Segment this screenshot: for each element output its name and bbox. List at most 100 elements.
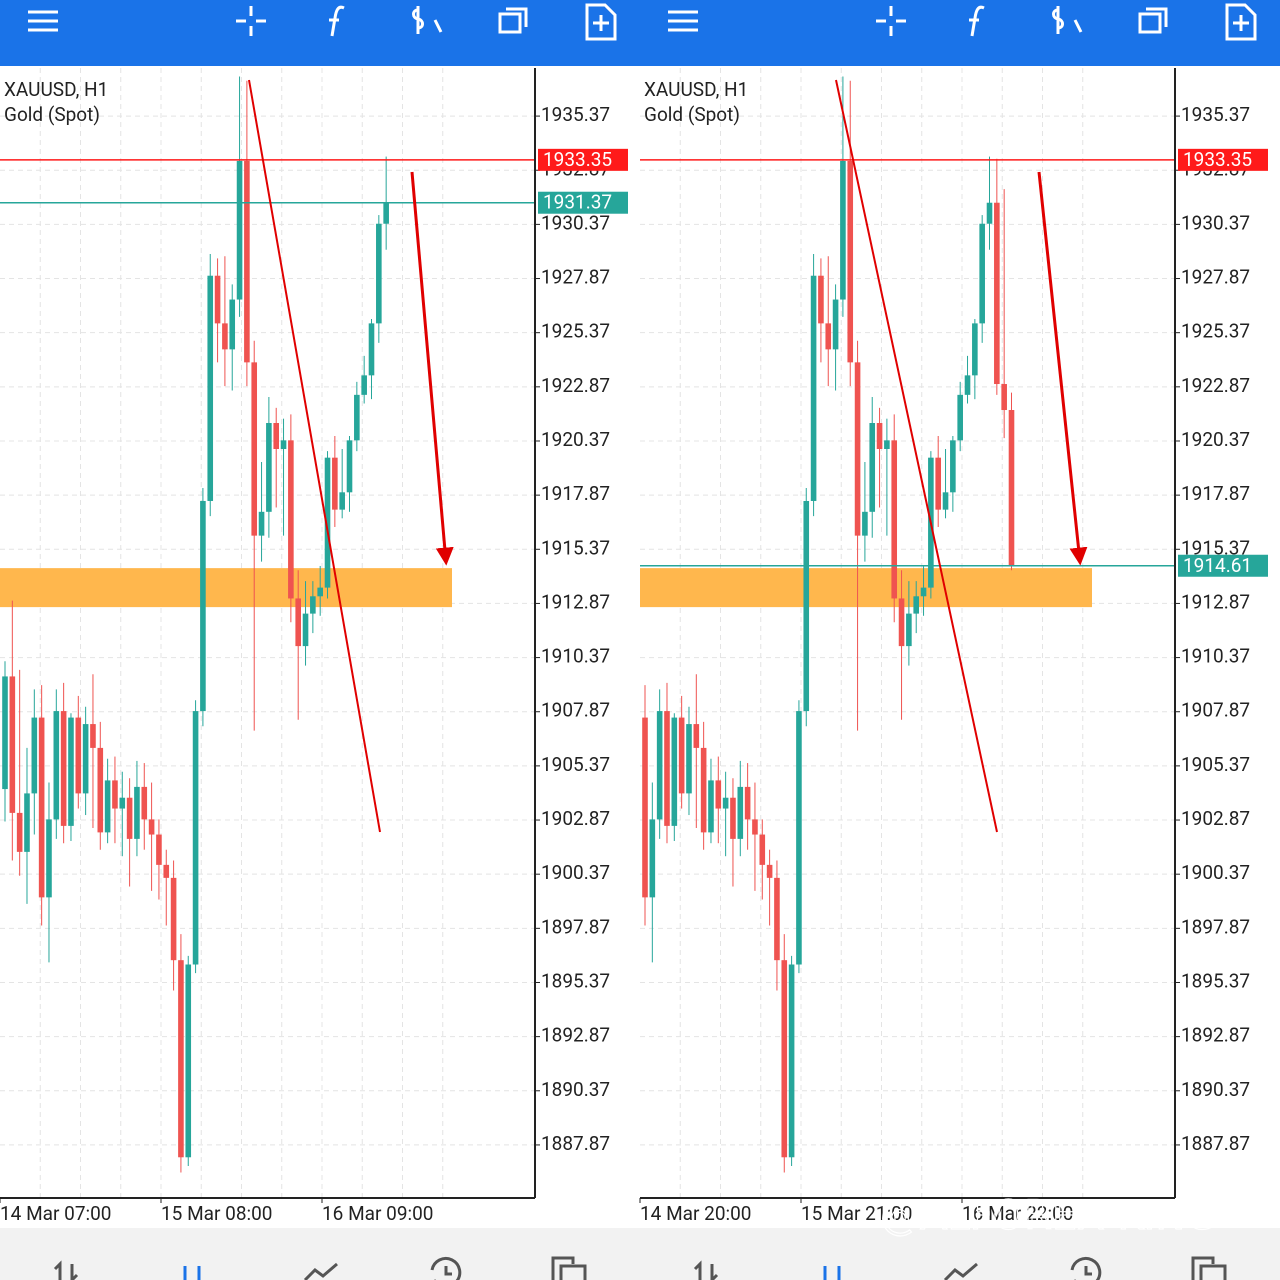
y-tick-label: 1917.87	[1181, 482, 1250, 505]
menu-button[interactable]	[28, 10, 58, 32]
candle-body	[854, 362, 861, 536]
price-tag	[538, 148, 628, 171]
candle-body	[141, 786, 148, 820]
messages-tab[interactable]	[551, 1256, 587, 1280]
crosshair-button[interactable]	[236, 6, 266, 36]
trade-button[interactable]	[412, 6, 443, 34]
y-tick-label: 1897.87	[541, 915, 610, 938]
zone[interactable]	[640, 568, 1092, 608]
history-tab[interactable]	[430, 1256, 462, 1280]
indicators-button[interactable]	[969, 5, 985, 37]
candle-body	[957, 394, 963, 441]
candle-body	[942, 492, 949, 510]
candle-body	[774, 877, 780, 961]
charts-tab[interactable]	[823, 1266, 841, 1280]
candle-body	[214, 275, 221, 324]
trade-button[interactable]	[1052, 6, 1083, 34]
y-tick-label: 1907.87	[1181, 699, 1250, 722]
y-tick-label: 1912.87	[1181, 590, 1250, 613]
y-tick-label: 1922.87	[1181, 374, 1250, 397]
candle-body	[295, 598, 301, 647]
candle-body	[803, 500, 810, 712]
candle-body	[964, 375, 971, 395]
windows-button[interactable]	[1138, 7, 1168, 34]
candle-body	[302, 613, 309, 647]
candle-body	[148, 819, 155, 835]
y-tick-label: 1905.37	[1181, 753, 1250, 776]
y-tick-label: 1890.37	[1181, 1078, 1250, 1101]
quotes-tab[interactable]	[53, 1260, 79, 1280]
candle-body	[730, 797, 736, 839]
menu-button[interactable]	[668, 10, 698, 32]
quotes-tab[interactable]	[693, 1260, 719, 1280]
candle-body	[972, 323, 978, 376]
candle-body	[332, 457, 338, 510]
history-tab[interactable]	[1070, 1256, 1102, 1280]
candle-body	[862, 511, 868, 536]
candle-body	[664, 711, 670, 826]
price-tag-label: 1933.35	[543, 148, 612, 171]
chart-subtitle: Gold (Spot)	[644, 103, 740, 126]
candle-body	[671, 717, 678, 826]
candle-body	[119, 797, 126, 809]
candle-body	[788, 964, 795, 1158]
candle-body	[376, 223, 382, 324]
candle-body	[60, 711, 67, 826]
new-order-button[interactable]	[1225, 3, 1257, 41]
y-tick-label: 1920.37	[541, 428, 610, 451]
y-tick-label: 1895.37	[541, 969, 610, 992]
y-tick-label: 1917.87	[541, 482, 610, 505]
candle-body	[752, 819, 758, 835]
y-tick-label: 1892.87	[1181, 1024, 1250, 1047]
candle-body	[9, 676, 16, 813]
candle-body	[686, 724, 692, 794]
candle-body	[383, 202, 389, 224]
candle-body	[722, 797, 729, 809]
candle-body	[1008, 410, 1015, 566]
candle-body	[840, 160, 846, 300]
price-tag-label: 1933.35	[1183, 148, 1252, 171]
toolbar-icons	[668, 3, 1257, 41]
candle-body	[876, 423, 883, 449]
y-tick-label: 1915.37	[541, 536, 610, 559]
price-tag	[538, 191, 628, 214]
chart-subtitle: Gold (Spot)	[4, 103, 100, 126]
windows-button[interactable]	[498, 7, 528, 34]
zone[interactable]	[0, 568, 452, 608]
candle-body	[737, 786, 744, 839]
price-tag-label: 1914.61	[1183, 554, 1252, 577]
crosshair-button[interactable]	[876, 6, 906, 36]
price-tag	[1178, 148, 1268, 171]
candle-body	[744, 786, 751, 820]
trade-tab[interactable]	[303, 1262, 338, 1280]
candle-body	[906, 613, 912, 647]
bottom-nav	[0, 1228, 1280, 1280]
y-tick-label: 1887.87	[1181, 1132, 1250, 1155]
candle-body	[222, 323, 228, 350]
y-tick-label: 1895.37	[1181, 969, 1250, 992]
new-order-button[interactable]	[585, 3, 617, 41]
candle-body	[68, 717, 74, 826]
y-tick-label: 1922.87	[541, 374, 610, 397]
candle-body	[288, 440, 294, 599]
charts-tab[interactable]	[183, 1266, 201, 1280]
candle-body	[810, 275, 817, 501]
trade-tab[interactable]	[943, 1262, 978, 1280]
y-tick-label: 1925.37	[541, 320, 610, 343]
price-tag	[1178, 554, 1268, 577]
candle-body	[75, 717, 82, 794]
candle-body	[156, 834, 162, 865]
messages-tab[interactable]	[1191, 1256, 1227, 1280]
candle-body	[994, 202, 1000, 385]
y-tick-label: 1902.87	[541, 807, 610, 830]
candle-body	[185, 964, 192, 1158]
candle-body	[82, 724, 89, 794]
candle-body	[244, 160, 250, 363]
y-tick-label: 1902.87	[1181, 807, 1250, 830]
y-tick-label: 1910.37	[541, 645, 610, 668]
indicators-button[interactable]	[329, 5, 345, 37]
candle-body	[656, 711, 663, 820]
candle-body	[324, 457, 331, 588]
candle-body	[781, 960, 788, 1158]
candle-body	[847, 160, 854, 363]
